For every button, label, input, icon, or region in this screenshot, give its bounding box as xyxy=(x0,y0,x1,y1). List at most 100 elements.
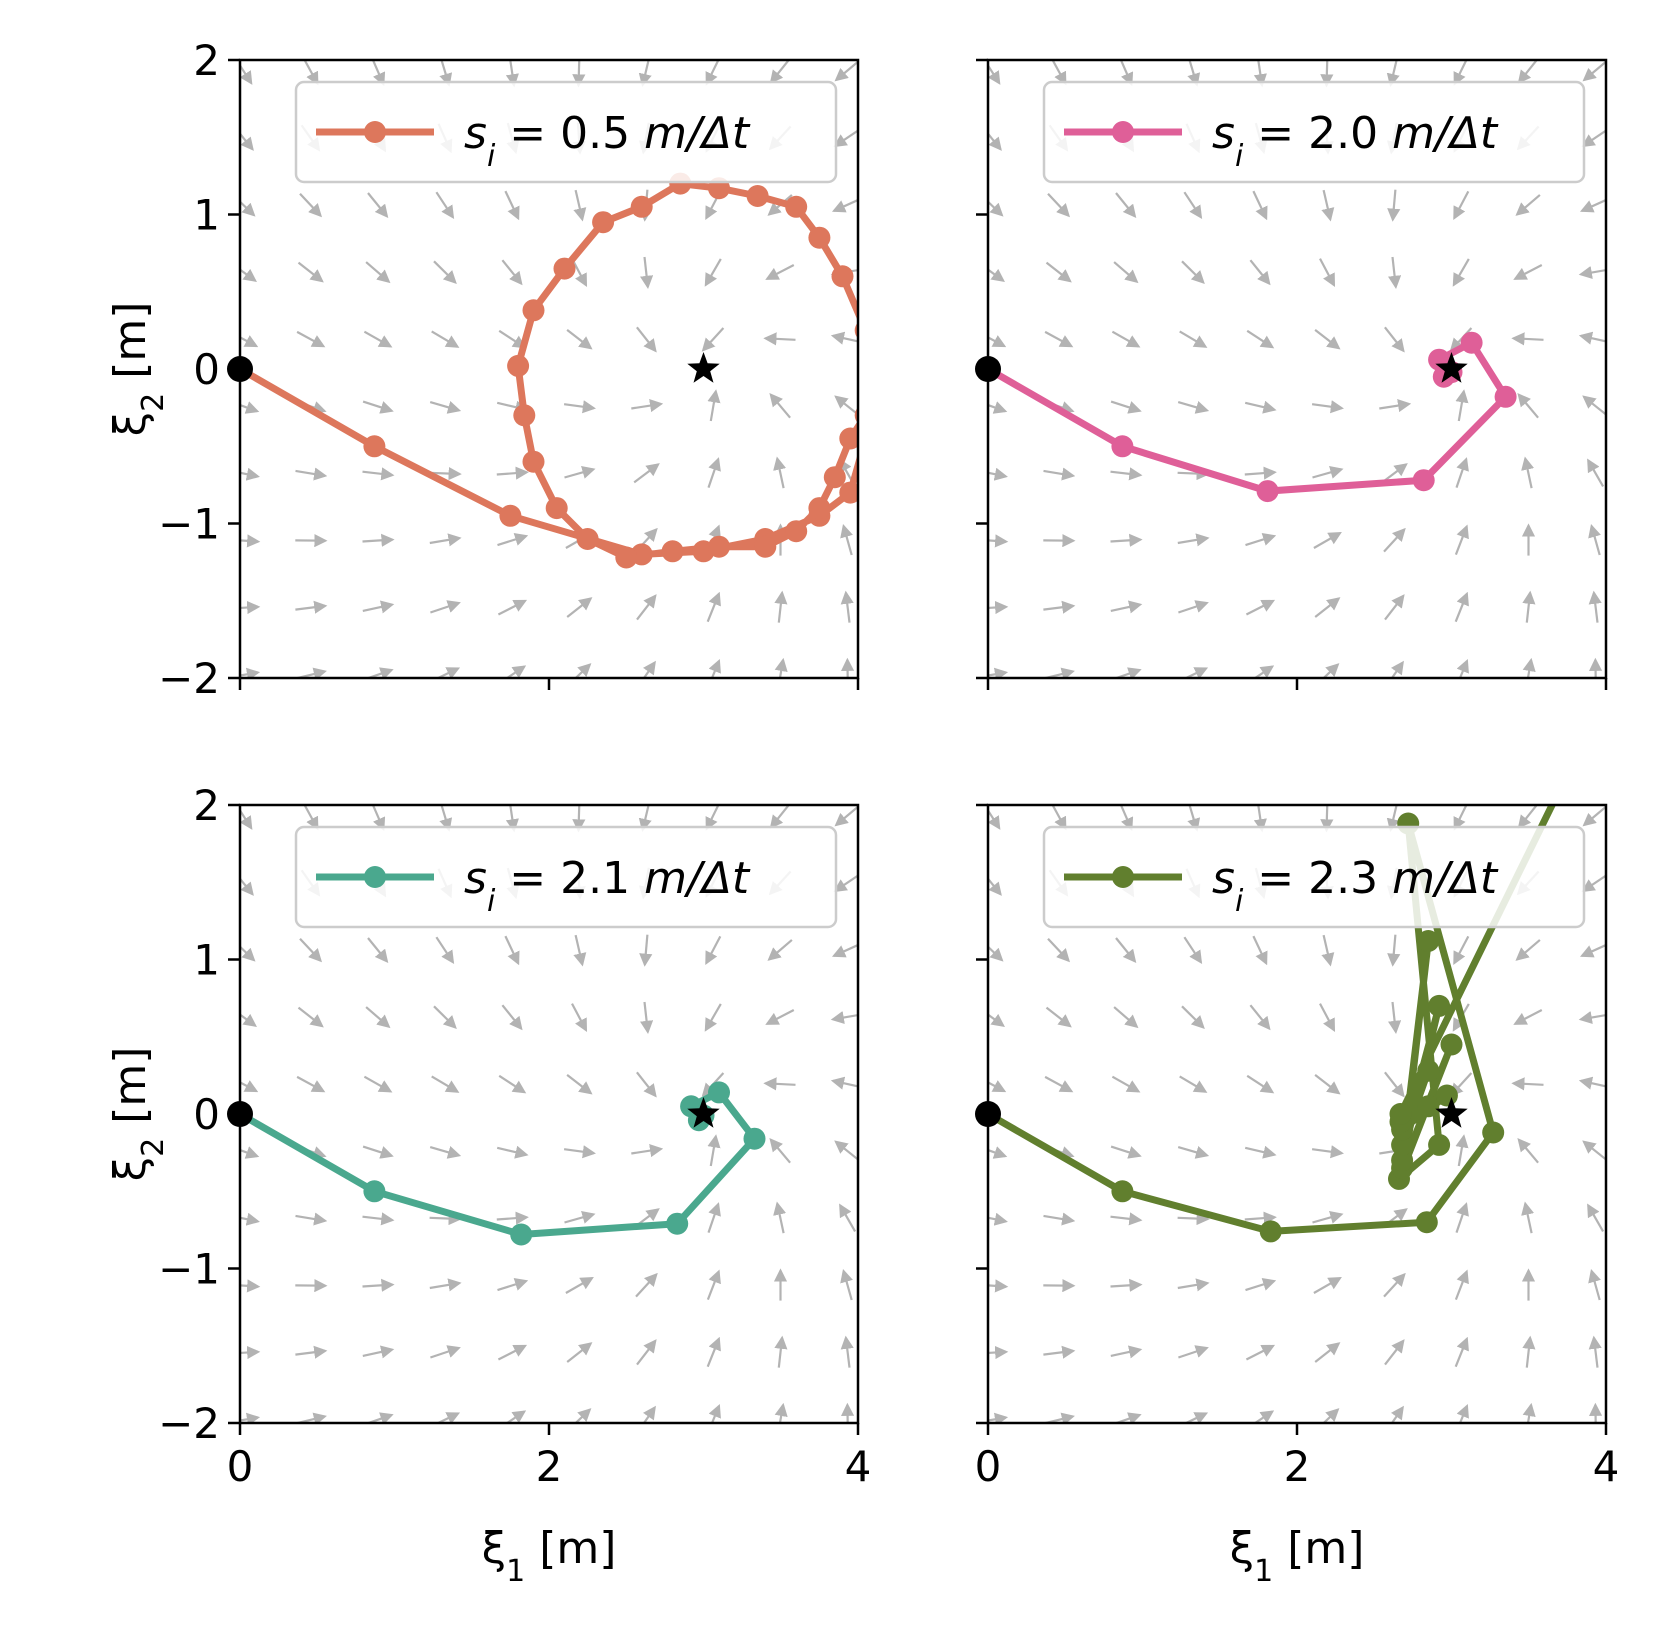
field-arrow xyxy=(505,1410,527,1423)
field-arrow xyxy=(1384,594,1405,621)
field-arrow xyxy=(564,1210,596,1224)
field-arrow xyxy=(296,330,326,348)
field-arrow xyxy=(840,1402,855,1423)
trajectory-point xyxy=(630,195,653,218)
field-arrow xyxy=(1387,934,1401,967)
vector-field xyxy=(236,734,929,1423)
field-arrow xyxy=(236,735,250,762)
trajectory-point xyxy=(1391,1149,1414,1172)
field-arrow xyxy=(707,457,721,488)
field-arrow xyxy=(773,1201,787,1234)
field-arrow xyxy=(631,399,664,413)
field-arrow xyxy=(840,590,854,623)
field-arrow xyxy=(435,191,455,220)
field-arrow xyxy=(1314,1074,1341,1095)
trajectory-point xyxy=(363,435,386,458)
field-arrow xyxy=(240,1212,260,1226)
field-arrow xyxy=(636,326,657,353)
field-arrow xyxy=(1521,456,1535,489)
field-arrow xyxy=(429,1278,462,1292)
field-arrow xyxy=(833,129,858,148)
field-arrow xyxy=(1043,1212,1076,1226)
field-arrow xyxy=(707,735,720,762)
field-arrow xyxy=(240,877,254,896)
y-tick-label: 0 xyxy=(193,345,220,394)
legend-box xyxy=(294,80,838,184)
field-arrow xyxy=(833,874,858,893)
field-arrow xyxy=(902,1143,927,1160)
field-arrow xyxy=(636,1339,657,1366)
field-arrow xyxy=(1314,597,1341,618)
field-arrow xyxy=(707,0,720,17)
field-arrow xyxy=(902,63,928,78)
y-ticks: −2 −1 0 1 2 xyxy=(158,36,240,703)
field-arrow xyxy=(774,657,788,678)
field-arrow xyxy=(1183,667,1209,678)
field-arrow xyxy=(1321,934,1335,967)
x-tick-label: 0 xyxy=(975,1442,1002,1491)
field-arrow xyxy=(504,190,520,221)
field-arrow xyxy=(1388,256,1402,289)
field-arrow xyxy=(429,533,462,547)
field-arrow xyxy=(1314,1342,1341,1363)
field-arrow xyxy=(1455,457,1469,488)
field-arrow xyxy=(1517,1138,1539,1164)
field-arrow xyxy=(240,401,260,414)
trajectory-point xyxy=(839,427,858,450)
field-arrow xyxy=(635,1272,658,1298)
field-arrow xyxy=(1650,808,1659,823)
x-tick-label: 2 xyxy=(536,1442,563,1491)
field-arrow xyxy=(840,1335,854,1368)
field-arrow xyxy=(839,1203,857,1232)
field-arrow xyxy=(1259,0,1261,18)
field-arrow xyxy=(901,132,929,144)
field-arrow xyxy=(429,1146,462,1159)
field-arrow xyxy=(1522,590,1536,623)
field-arrow xyxy=(430,1345,461,1359)
field-arrow xyxy=(910,1338,919,1367)
field-arrow xyxy=(900,1080,929,1088)
field-arrow xyxy=(1513,264,1543,280)
field-arrow xyxy=(1319,258,1336,288)
field-arrow xyxy=(988,1146,1008,1159)
field-arrow xyxy=(1521,1201,1535,1234)
field-arrow xyxy=(1650,398,1659,415)
field-arrow xyxy=(1511,1077,1544,1091)
field-arrow xyxy=(240,1412,261,1423)
field-arrow xyxy=(297,1006,324,1028)
field-arrow xyxy=(304,0,316,17)
field-arrow xyxy=(1190,733,1196,763)
y-axis-label: ξ2 [m] xyxy=(105,1047,171,1182)
trajectory-point xyxy=(499,504,522,527)
field-arrow xyxy=(497,1278,529,1292)
trajectory-point xyxy=(513,404,536,427)
field-arrow xyxy=(1520,736,1538,760)
trajectory-point xyxy=(1389,1103,1412,1125)
field-arrow xyxy=(767,939,793,961)
field-arrow xyxy=(1113,261,1139,284)
field-arrow xyxy=(1648,201,1659,208)
field-arrow xyxy=(1384,1071,1405,1098)
field-arrow xyxy=(988,1412,1009,1423)
field-arrow xyxy=(1653,462,1659,485)
field-arrow xyxy=(988,1013,1005,1027)
field-arrow xyxy=(642,734,650,763)
field-arrow xyxy=(984,735,998,762)
field-arrow xyxy=(1455,389,1469,422)
field-arrow xyxy=(988,1345,1009,1360)
field-arrow xyxy=(707,1202,721,1233)
field-arrow xyxy=(1179,330,1208,348)
field-arrow xyxy=(1651,0,1659,12)
field-arrow xyxy=(642,0,650,18)
field-arrow xyxy=(240,63,253,85)
x-ticks xyxy=(238,678,860,690)
trajectory-point xyxy=(743,1127,766,1150)
trajectory-point xyxy=(1549,779,1571,801)
field-arrow xyxy=(297,261,324,283)
y-tick-label: −1 xyxy=(158,1245,220,1294)
field-arrow xyxy=(511,0,513,18)
field-arrow xyxy=(240,1013,257,1027)
field-arrow xyxy=(1110,533,1143,547)
field-arrow xyxy=(240,335,259,348)
